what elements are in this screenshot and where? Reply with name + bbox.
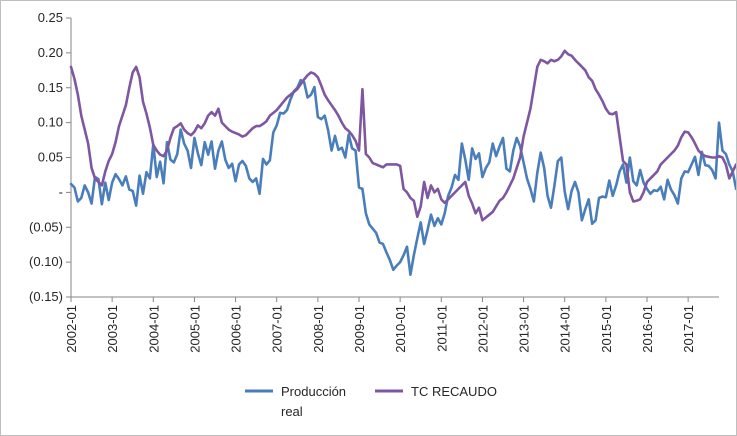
x-axis-ticks: 2002-01 2003-01 2004-01 2005-01 2006-01 2007-…	[64, 297, 696, 353]
x-tick-label: 2015-01	[599, 305, 614, 353]
series-lines	[69, 49, 736, 276]
y-tick-label: 0.05	[38, 150, 63, 165]
x-tick-label: 2017-01	[681, 305, 696, 353]
y-tick-label: (0.10)	[29, 254, 63, 269]
x-tick-label: 2002-01	[64, 305, 79, 353]
y-axis-ticks: 0.25 0.20 0.15 0.10 0.05 - (0.05) (0.10) (0.15)	[29, 10, 71, 304]
y-tick-label: 0.25	[38, 10, 63, 25]
series-line-tc-recaudo	[69, 49, 736, 222]
y-tick-label: (0.15)	[29, 289, 63, 304]
legend-label-produccion-real: Producción real	[281, 384, 346, 419]
x-tick-label: 2006-01	[229, 305, 244, 353]
x-tick-label: 2008-01	[311, 305, 326, 353]
x-tick-label: 2014-01	[558, 305, 573, 353]
x-tick-label: 2004-01	[146, 305, 161, 353]
legend: Producción real TC RECAUDO	[245, 384, 497, 419]
legend-label-tc-recaudo: TC RECAUDO	[411, 384, 497, 399]
series-line-produccion-real	[69, 78, 736, 276]
y-tick-label: (0.05)	[29, 219, 63, 234]
x-tick-label: 2010-01	[393, 305, 408, 353]
x-tick-label: 2003-01	[105, 305, 120, 353]
y-tick-label: 0.20	[38, 45, 63, 60]
x-tick-label: 2011-01	[434, 305, 449, 352]
x-tick-label: 2007-01	[270, 305, 285, 353]
x-tick-label: 2005-01	[187, 305, 202, 353]
y-tick-label: -	[59, 184, 63, 199]
x-tick-label: 2016-01	[640, 305, 655, 353]
x-tick-label: 2009-01	[352, 305, 367, 353]
x-tick-label: 2012-01	[475, 305, 490, 353]
y-tick-label: 0.10	[38, 115, 63, 130]
y-tick-label: 0.15	[38, 80, 63, 95]
x-tick-label: 2013-01	[517, 305, 532, 353]
